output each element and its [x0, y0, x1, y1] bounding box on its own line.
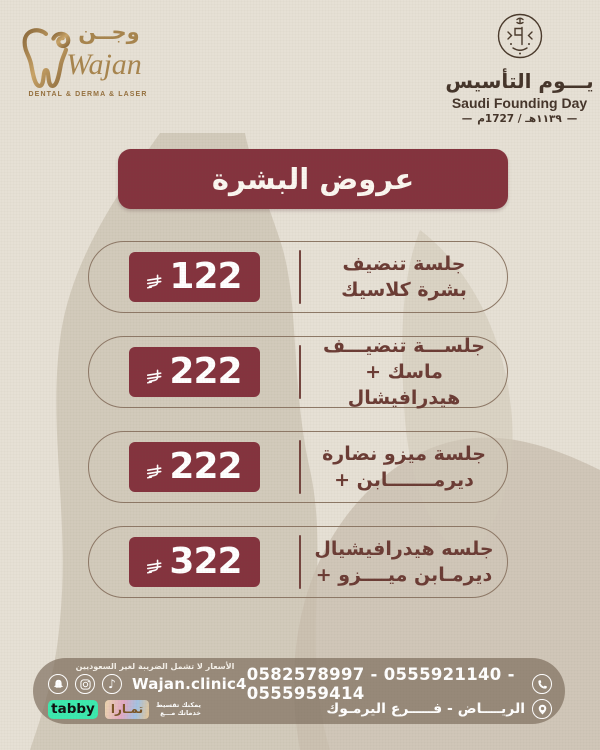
- offer-description: جلســـة تنضيـــف ماسك + هيدرافيشال: [323, 335, 485, 409]
- tabby-logo: tabby: [48, 699, 98, 719]
- offer-card: 122 جلسة تنضيف بشرة كلاسيك: [88, 241, 508, 313]
- brand-name-latin: Wajan: [66, 48, 142, 81]
- price-badge: 222: [128, 347, 260, 397]
- card-divider: [299, 250, 301, 304]
- card-divider: [299, 440, 301, 494]
- price-badge: 222: [128, 442, 260, 492]
- price-badge: 322: [128, 537, 260, 587]
- founding-day-dates: — ١١٣٩هـ / 1727م —: [462, 113, 578, 125]
- offers-banner: عروض البشرة: [118, 149, 508, 209]
- social-group: ♪ Wajan.clinic4: [48, 674, 247, 694]
- offers-list: 122 جلسة تنضيف بشرة كلاسيك: [88, 241, 508, 621]
- founding-day-years: ١١٣٩هـ / 1727م: [477, 113, 562, 125]
- price-value: 222: [169, 351, 242, 392]
- brand-name-arabic: وجــن: [78, 20, 140, 44]
- payment-group: tabby تمـارا يمكنك تقسيط خدماتك مـــع: [48, 699, 201, 719]
- card-divider: [299, 535, 301, 589]
- location-pin-icon: [532, 699, 552, 719]
- price-badge: 122: [128, 252, 260, 302]
- tooth-logo-icon: [22, 28, 71, 89]
- saudi-riyal-symbol-icon: [147, 559, 162, 574]
- phone-group: 0582578997 - 0555921140 - 0555959414: [247, 665, 552, 703]
- card-divider: [299, 345, 301, 399]
- tiktok-icon: ♪: [102, 674, 122, 694]
- price-value: 122: [169, 256, 242, 297]
- saudi-riyal-symbol-icon: [147, 464, 162, 479]
- price-value: 322: [169, 541, 242, 582]
- dash-left: —: [461, 113, 473, 125]
- founding-day-title-arabic: يـــوم التأسيس: [445, 69, 594, 93]
- phone-numbers: 0582578997 - 0555921140 - 0555959414: [246, 665, 515, 703]
- price-value: 222: [169, 446, 242, 487]
- offer-card: 222 جلســـة تنضيـــف ماسك + هيدرافيشال: [88, 335, 508, 409]
- footer-bar: الأسعار لا تشمل الضريبة لغير السعوديين ♪: [33, 658, 565, 724]
- offer-description: جلسة ميزو نضارة ديرمـــــــابن +: [322, 443, 486, 491]
- location-group: الريــــاض - فـــــرع اليرمـوك: [326, 699, 552, 719]
- dash-right: —: [566, 113, 578, 125]
- branch-location: الريــــاض - فـــــرع اليرمـوك: [326, 701, 525, 717]
- tax-note: الأسعار لا تشمل الضريبة لغير السعوديين: [75, 662, 235, 671]
- saudi-riyal-symbol-icon: [147, 369, 162, 384]
- tamara-logo: تمـارا: [105, 699, 149, 719]
- phone-icon: [532, 674, 552, 694]
- offer-description: جلسه هيدرافيشيال ديرمـابن ميــــزو +: [314, 538, 494, 586]
- founding-day-logo: يـــوم التأسيس Saudi Founding Day — ١١٣٩…: [442, 12, 597, 125]
- brand-logo: وجــن Wajan DENTAL & DERMA & LASER: [20, 18, 152, 108]
- saudi-riyal-symbol-icon: [147, 274, 162, 289]
- founding-day-title-english: Saudi Founding Day: [451, 95, 588, 111]
- banner-title: عروض البشرة: [211, 162, 415, 196]
- snapchat-icon: [48, 674, 68, 694]
- brand-tagline: DENTAL & DERMA & LASER: [28, 91, 148, 98]
- offer-description: جلسة تنضيف بشرة كلاسيك: [341, 253, 467, 301]
- social-handle: Wajan.clinic4: [132, 675, 247, 693]
- offer-card: 222 جلسة ميزو نضارة ديرمـــــــابن +: [88, 431, 508, 503]
- offer-card: 322 جلسه هيدرافيشيال ديرمـابن ميــــزو +: [88, 526, 508, 598]
- installment-note: يمكنك تقسيط خدماتك مـــع: [156, 701, 201, 717]
- founding-day-emblem-icon: [497, 13, 542, 59]
- instagram-icon: [75, 674, 95, 694]
